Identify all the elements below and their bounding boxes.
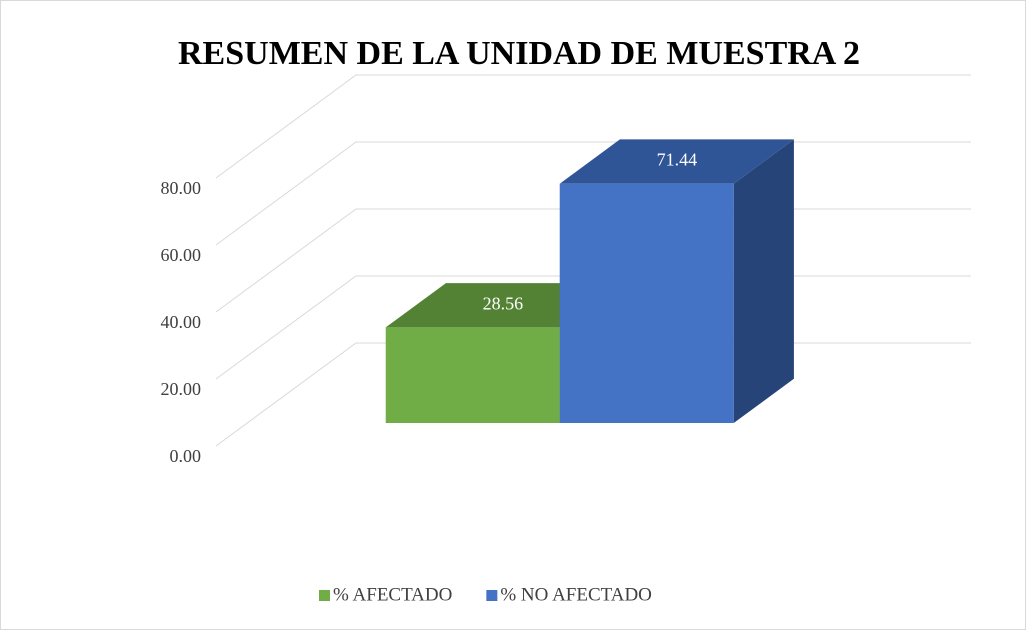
y-tick-label: 0.00 [170,446,202,466]
grid-line [215,74,971,179]
data-label: 71.44 [657,150,698,170]
bar [559,183,734,424]
bar [385,327,560,424]
bar-top [559,139,794,184]
chart-title: RESUMEN DE LA UNIDAD DE MUESTRA 2 [178,35,860,72]
legend-swatch [319,590,330,601]
legend-swatch [486,590,498,601]
bar-side [733,139,794,424]
legend-label: % AFECTADO [333,584,452,605]
y-tick-label: 60.00 [161,245,202,265]
y-tick-label: 80.00 [161,178,202,198]
y-tick-label: 40.00 [161,312,202,332]
y-tick-label: 20.00 [161,379,202,399]
data-label: 28.56 [483,293,524,313]
legend-label: % NO AFECTADO [500,584,652,605]
